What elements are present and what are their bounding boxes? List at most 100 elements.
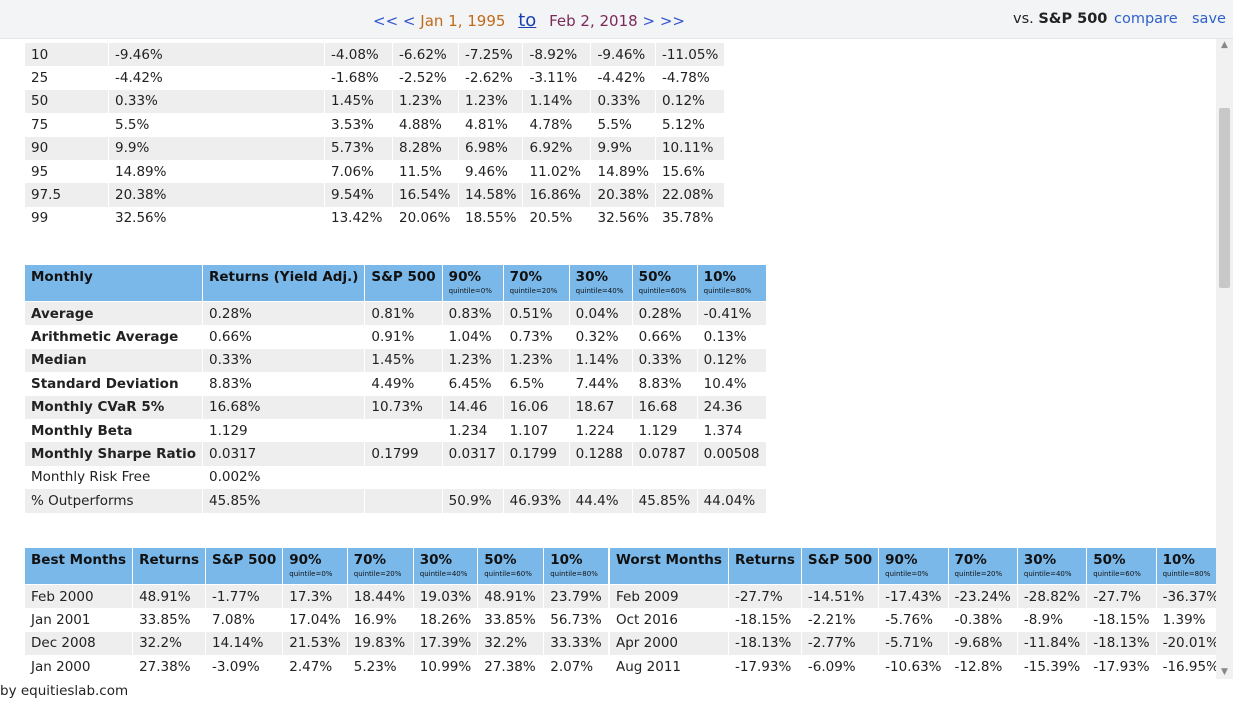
table-row: Oct 2016 -18.15% -2.21% -5.76% -0.38% -8.9% -1… xyxy=(610,608,1216,632)
cell-q2: -23.24% xyxy=(948,585,1018,609)
save-link[interactable]: save xyxy=(1192,11,1226,27)
col-header-q4: 50% quintile=60% xyxy=(632,265,698,302)
cell-c2: 4.88% xyxy=(393,113,459,137)
cell-sp500: -6.09% xyxy=(801,655,880,679)
cell-returns: 16.68% xyxy=(203,395,366,419)
cell-c5: 20.38% xyxy=(591,183,656,207)
row-label: Median xyxy=(25,348,203,373)
cell-c5: 14.89% xyxy=(591,159,656,184)
cell-q2: 6.5% xyxy=(503,372,570,396)
cell-q4 xyxy=(632,465,698,490)
cell-q3: 18.26% xyxy=(413,608,479,632)
row-label: Oct 2016 xyxy=(610,608,729,632)
vertical-scrollbar[interactable]: ▲ ▼ xyxy=(1216,38,1233,679)
next-period-button[interactable]: > xyxy=(642,12,656,30)
cell-c1: 9.54% xyxy=(325,183,393,207)
best-months-table: Best Months Returns S&P 500 90% quintile=… xyxy=(25,548,609,679)
cell-c4: 6.92% xyxy=(523,136,592,160)
best-col-header-q3: 30% quintile=40% xyxy=(413,548,479,585)
row-label: Dec 2008 xyxy=(25,631,134,656)
cell-q5: 0.12% xyxy=(697,348,767,373)
cell-q3: 0.1288 xyxy=(569,442,633,466)
last-period-button[interactable]: >> xyxy=(659,12,685,30)
row-label: Aug 2011 xyxy=(610,655,729,679)
cell-sp500: -2.77% xyxy=(801,631,880,656)
cell-q2: 0.73% xyxy=(503,325,570,349)
table-row: Dec 2008 32.2% 14.14% 21.53% 19.83% 17.39% 32.… xyxy=(25,631,609,656)
cell-q1: 6.45% xyxy=(442,372,504,396)
scroll-up-icon[interactable]: ▲ xyxy=(1221,40,1228,50)
cell-q4: 33.85% xyxy=(478,608,545,632)
cell-c5: -9.46% xyxy=(591,43,656,67)
scroll-down-icon[interactable]: ▼ xyxy=(1221,667,1228,677)
cell-q1: -10.63% xyxy=(879,655,949,679)
cell-q2 xyxy=(503,465,570,490)
first-period-button[interactable]: << xyxy=(373,12,399,30)
cell-sp500: 1.45% xyxy=(365,348,443,373)
table-row: 95 14.89% 7.06% 11.5% 9.46% 11.02% 14.89% 15.6% xyxy=(25,159,726,184)
cell-sp500: 14.14% xyxy=(205,631,284,656)
cell-q5: -36.37% xyxy=(1156,585,1216,609)
cell-sp500: -2.21% xyxy=(801,608,880,632)
end-date[interactable]: Feb 2, 2018 xyxy=(549,12,638,30)
row-label: Jan 2001 xyxy=(25,608,134,632)
cell-returns: 20.38% xyxy=(109,183,325,207)
cell-q1 xyxy=(442,465,504,490)
vs-prefix: vs. xyxy=(1013,11,1034,27)
cell-sp500 xyxy=(365,489,443,513)
cell-c6: 22.08% xyxy=(655,183,726,207)
benchmark-name[interactable]: S&P 500 xyxy=(1038,11,1108,27)
cell-q2: -12.8% xyxy=(948,655,1018,679)
table-row: Median 0.33% 1.45% 1.23% 1.23% 1.14% 0.33% 0.12… xyxy=(25,348,767,373)
table-row: Apr 2000 -18.13% -2.77% -5.71% -9.68% -11.84%… xyxy=(610,631,1216,656)
start-date[interactable]: Jan 1, 1995 xyxy=(420,12,506,30)
cell-c3: 1.23% xyxy=(459,89,524,114)
table-row: % Outperforms 45.85% 50.9% 46.93% 44.4% 45.85… xyxy=(25,489,767,513)
cell-returns: 0.0317 xyxy=(203,442,366,466)
cell-q4: -27.7% xyxy=(1087,585,1157,609)
cell-q3: 44.4% xyxy=(569,489,633,513)
footer-credit: by equitieslab.com xyxy=(0,683,129,699)
cell-c5: 5.5% xyxy=(591,113,656,137)
to-link[interactable]: to xyxy=(518,10,537,31)
cell-sp500: 4.49% xyxy=(365,372,443,396)
cell-q2: 16.06 xyxy=(503,395,570,419)
cell-q5: 10.4% xyxy=(697,372,767,396)
cell-c6: 0.12% xyxy=(655,89,726,114)
best-col-header-q1: 90% quintile=0% xyxy=(283,548,348,585)
cell-q3: 7.44% xyxy=(569,372,633,396)
cell-c4: -3.11% xyxy=(523,66,592,90)
scrollbar-thumb[interactable] xyxy=(1219,108,1230,288)
worst-col-header-returns: Returns xyxy=(728,548,802,585)
cell-q3: 10.99% xyxy=(413,655,479,679)
previous-period-button[interactable]: < xyxy=(402,12,416,30)
cell-c1: -4.08% xyxy=(325,43,393,67)
cell-q2: 16.9% xyxy=(347,608,414,632)
cell-q1: 1.23% xyxy=(442,348,504,373)
cell-c4: 1.14% xyxy=(523,89,592,114)
cell-returns: 14.89% xyxy=(109,159,325,184)
cell-c2: 11.5% xyxy=(393,159,459,184)
cell-q2: -0.38% xyxy=(948,608,1018,632)
percentile-table: 10 -9.46% -4.08% -6.62% -7.25% -8.92% -9.46% -1… xyxy=(25,43,726,231)
row-label: Jan 2000 xyxy=(25,655,134,679)
cell-returns: -27.7% xyxy=(728,585,802,609)
cell-q2: 18.44% xyxy=(347,585,414,609)
cell-c6: -11.05% xyxy=(655,43,726,67)
cell-c6: 15.6% xyxy=(655,159,726,184)
cell-q3: -11.84% xyxy=(1017,631,1088,656)
cell-q1: 0.0317 xyxy=(442,442,504,466)
table-row: Feb 2000 48.91% -1.77% 17.3% 18.44% 19.03% 48.… xyxy=(25,585,609,609)
cell-q2: 19.83% xyxy=(347,631,414,656)
cell-c5: 32.56% xyxy=(591,206,656,231)
worst-col-header-q4: 50% quintile=60% xyxy=(1087,548,1157,585)
monthly-header-row: Monthly Returns (Yield Adj.) S&P 500 90%… xyxy=(25,265,767,302)
compare-link[interactable]: compare xyxy=(1114,11,1178,27)
cell-c3: -7.25% xyxy=(459,43,524,67)
row-label: 10 xyxy=(25,43,109,67)
cell-sp500: 10.73% xyxy=(365,395,443,419)
cell-sp500: -3.09% xyxy=(205,655,284,679)
col-header-sp500: S&P 500 xyxy=(365,265,443,302)
cell-q1: 17.3% xyxy=(283,585,348,609)
cell-q5: 2.07% xyxy=(544,655,609,679)
